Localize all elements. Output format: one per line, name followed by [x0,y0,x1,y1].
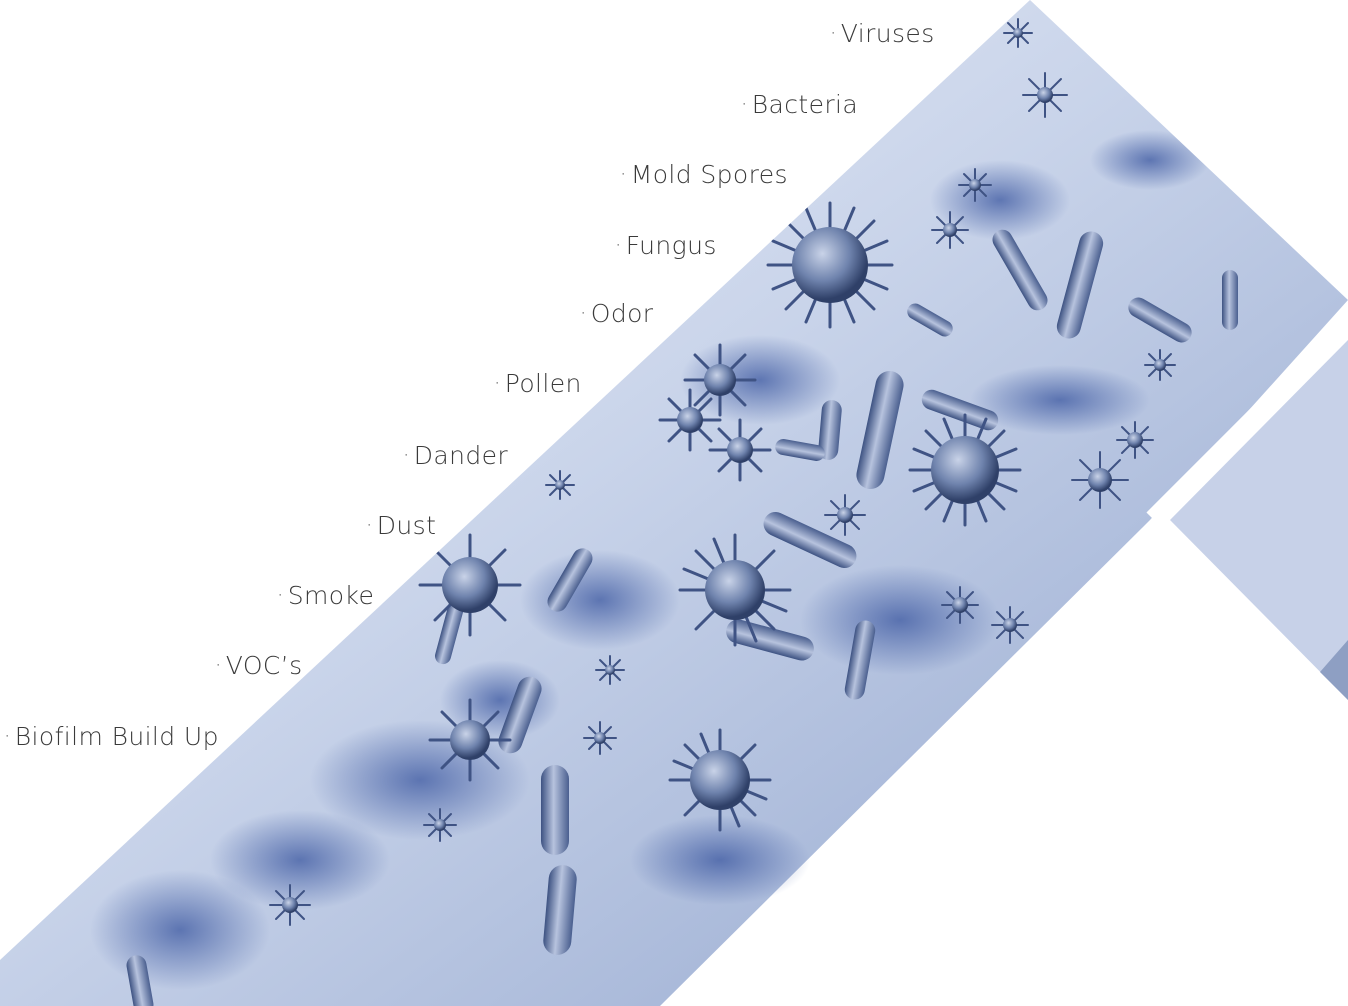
list-item-bacteria: · Bacteria [741,90,859,119]
list-item-label: Dander [413,441,509,470]
list-item-pollen: · Pollen [494,369,582,398]
list-item-label: Dust [376,511,437,540]
list-item-dander: · Dander [403,441,509,470]
list-item-label: Mold Spores [630,160,788,189]
list-item-label: Odor [590,299,654,328]
list-item-biofilm-build-up: · Biofilm Build Up [4,722,219,751]
list-item-odor: · Odor [580,299,654,328]
list-item-dust: · Dust [366,511,437,540]
list-item-viruses: · Viruses [830,19,935,48]
list-item-smoke: · Smoke [277,581,375,610]
list-item-label: VOC’s [225,651,303,680]
list-item-fungus: · Fungus [615,231,717,260]
list-item-label: Bacteria [751,90,859,119]
list-item-vocs: · VOC’s [215,651,303,680]
list-item-label: Biofilm Build Up [14,722,219,751]
list-item-label: Fungus [625,231,717,260]
list-item-label: Viruses [840,19,935,48]
list-item-mold-spores: · Mold Spores [620,160,788,189]
list-item-label: Smoke [287,581,375,610]
list-item-label: Pollen [504,369,582,398]
band-side [1170,340,1348,700]
